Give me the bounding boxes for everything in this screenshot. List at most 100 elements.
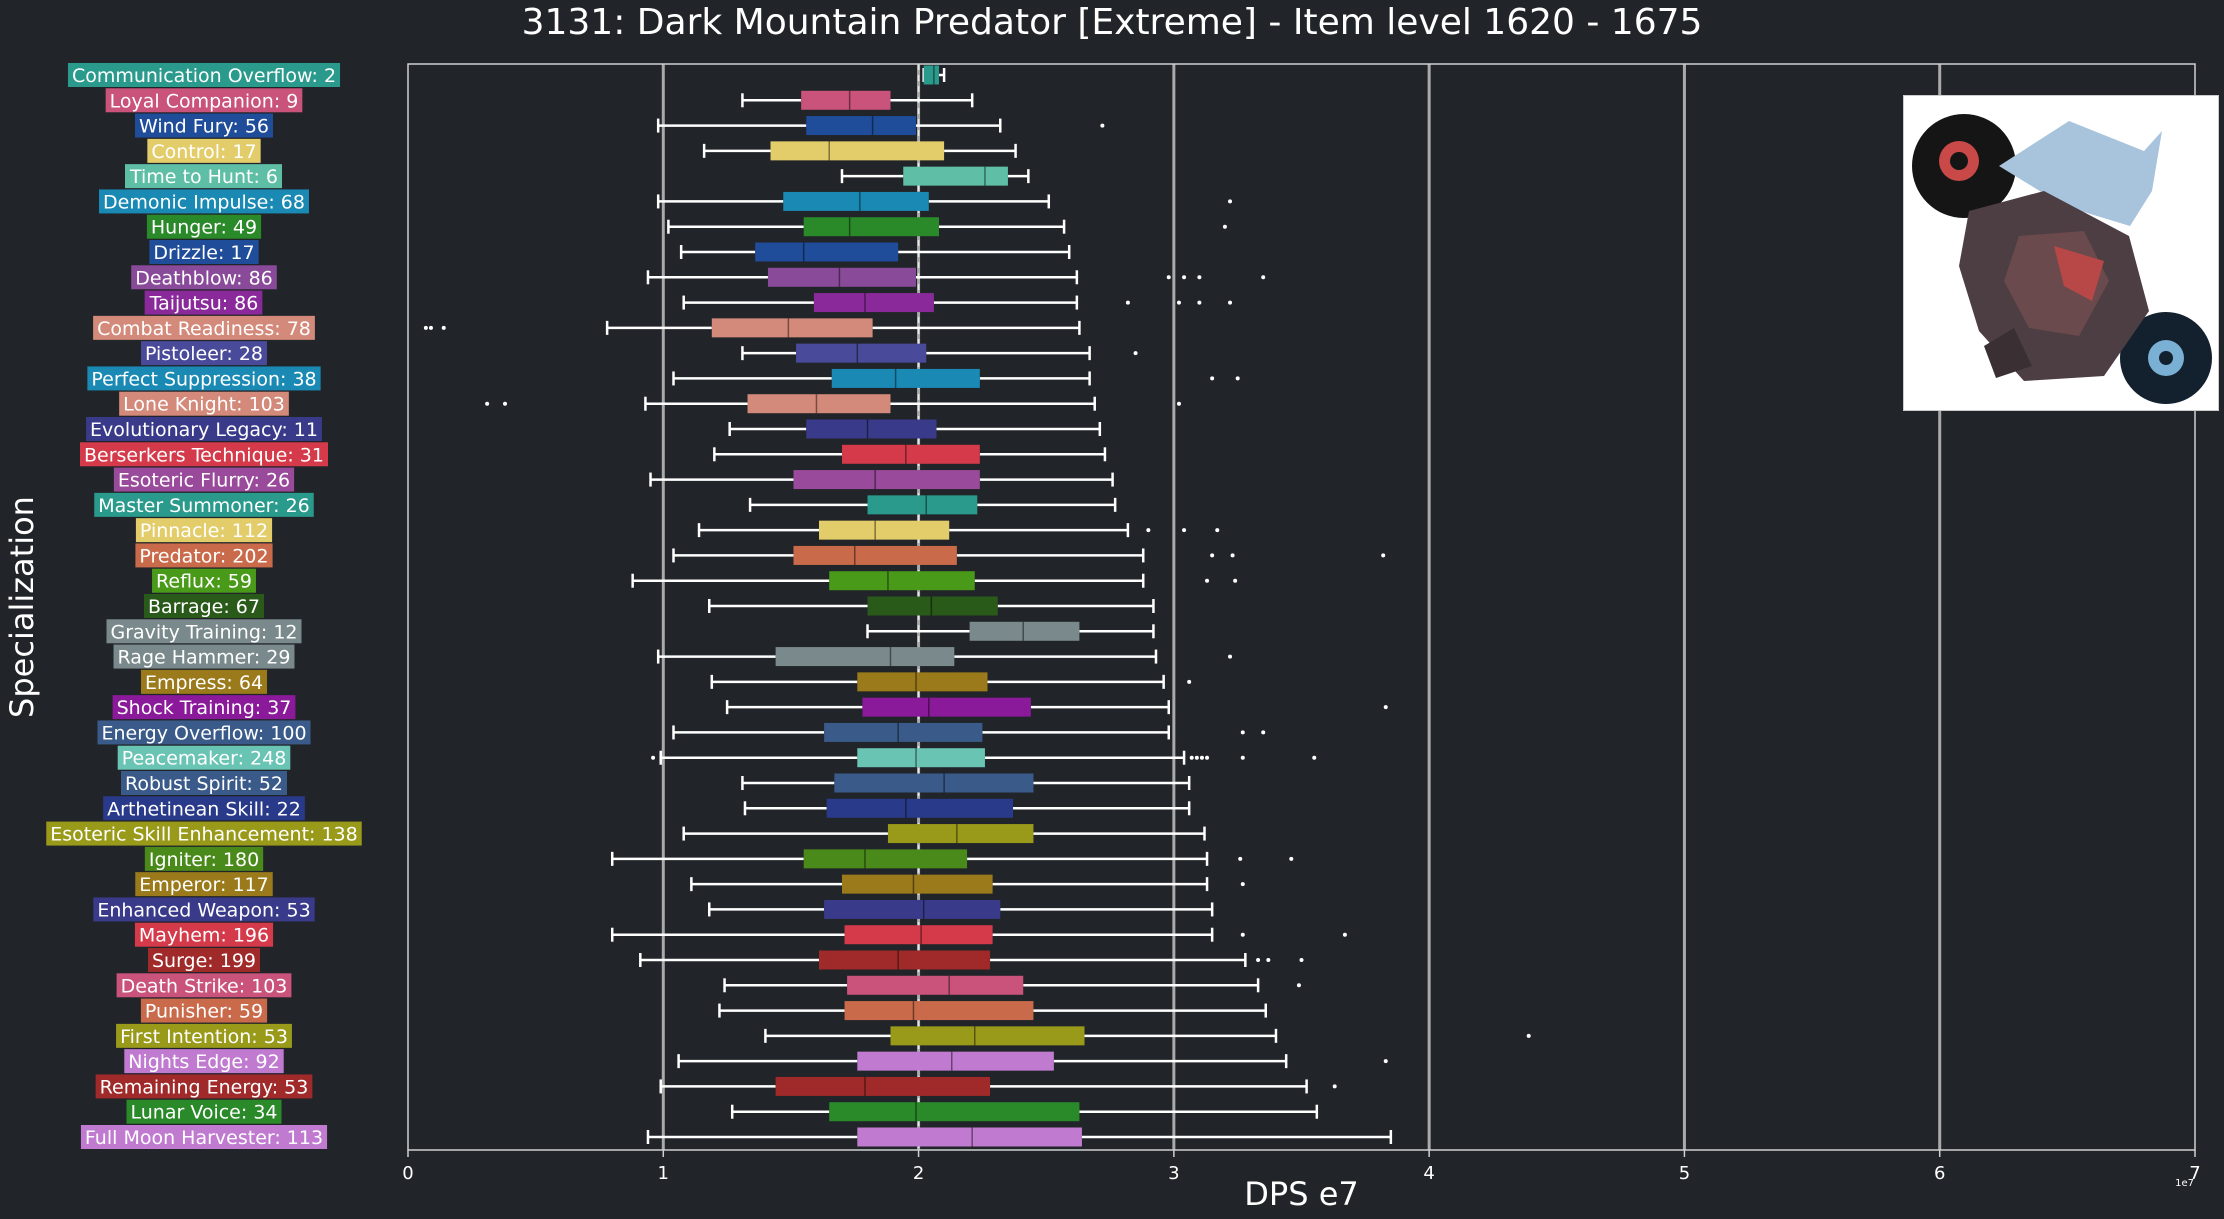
outlier-point xyxy=(651,755,656,760)
box-group xyxy=(656,647,1233,667)
box xyxy=(783,191,929,211)
category-label-bg xyxy=(124,164,283,189)
boss-portrait-icon xyxy=(1903,95,2219,411)
category-label-text: Peacemaker: 248 xyxy=(122,748,287,770)
category-label-bg xyxy=(131,265,277,290)
category-label-text: Lone Knight: 103 xyxy=(123,394,285,416)
box-group xyxy=(743,798,1191,818)
x-tick-label: 5 xyxy=(1679,1163,1690,1184)
category-label-bg xyxy=(147,138,261,163)
box xyxy=(829,1102,1080,1122)
outlier-point xyxy=(1176,300,1181,305)
category-label-bg xyxy=(147,948,261,972)
outlier-point xyxy=(1146,528,1151,533)
category-label-bg xyxy=(140,998,268,1023)
outlier-point xyxy=(1210,376,1215,381)
box xyxy=(831,368,980,388)
category-label-text: Death Strike: 103 xyxy=(121,975,288,997)
category-label: Full Moon Harvester: 113 xyxy=(80,1125,328,1149)
category-label-bg xyxy=(95,1074,313,1099)
category-label-bg xyxy=(144,290,263,315)
category-label: Evolutionary Legacy: 11 xyxy=(86,417,322,441)
x-tick-label: 3 xyxy=(1168,1163,1179,1184)
y-axis-label: Specialization xyxy=(3,496,41,718)
box-group xyxy=(682,293,1233,313)
category-label-bg xyxy=(46,821,362,846)
outlier-point xyxy=(423,325,428,330)
category-label-text: Evolutionary Legacy: 11 xyxy=(90,419,318,441)
category-label-bg xyxy=(105,88,303,113)
category-label-bg xyxy=(80,1125,328,1149)
box xyxy=(801,90,891,110)
outlier-point xyxy=(1526,1033,1531,1038)
box xyxy=(819,950,991,970)
outlier-point xyxy=(1240,730,1245,735)
category-label: Igniter: 180 xyxy=(144,846,264,871)
box-group xyxy=(690,874,1245,894)
box-group xyxy=(639,950,1304,970)
category-label: Nights Edge: 92 xyxy=(124,1049,284,1074)
category-label-bg xyxy=(144,594,264,618)
category-label: Death Strike: 103 xyxy=(116,973,292,998)
category-label-text: Perfect Suppression: 38 xyxy=(91,368,316,390)
category-label: Empress: 64 xyxy=(140,669,268,694)
box xyxy=(857,748,985,768)
category-label-bg xyxy=(134,922,274,947)
category-label-bg xyxy=(120,771,288,795)
x-tick-label: 1 xyxy=(658,1163,669,1184)
category-label: Lone Knight: 103 xyxy=(119,391,289,416)
outlier-point xyxy=(1240,932,1245,937)
box xyxy=(770,141,945,161)
category-label-text: Berserkers Technique: 31 xyxy=(84,444,324,466)
category-label-text: Mayhem: 196 xyxy=(139,925,269,947)
outlier-point xyxy=(1230,553,1235,558)
category-label: Berserkers Technique: 31 xyxy=(80,442,328,467)
category-label-text: Pistoleer: 28 xyxy=(145,343,263,365)
box xyxy=(796,343,927,363)
box-group xyxy=(610,925,1347,945)
box xyxy=(829,571,975,591)
outlier-point xyxy=(1222,224,1227,229)
category-label: Taijutsu: 86 xyxy=(144,290,263,315)
box-group xyxy=(741,90,974,110)
box-group xyxy=(718,1001,1268,1021)
category-label-text: Demonic Impulse: 68 xyxy=(103,191,305,213)
category-label-text: Communication Overflow: 2 xyxy=(72,65,336,87)
outlier-point xyxy=(1205,578,1210,583)
category-label-text: Shock Training: 37 xyxy=(117,697,292,719)
category-label: Lunar Voice: 34 xyxy=(126,1099,282,1124)
category-label-text: Time to Hunt: 6 xyxy=(129,166,278,188)
category-label-bg xyxy=(119,391,289,416)
outlier-point xyxy=(1299,958,1304,962)
category-label: Punisher: 59 xyxy=(140,998,268,1023)
box-group xyxy=(679,242,1071,262)
box xyxy=(806,116,917,136)
outlier-point xyxy=(1215,528,1220,533)
box-group xyxy=(702,141,1017,161)
box xyxy=(969,621,1080,641)
category-label: Surge: 199 xyxy=(147,948,261,972)
category-label-bg xyxy=(134,113,274,138)
category-label: Predator: 202 xyxy=(135,543,273,568)
box-group xyxy=(840,166,1030,186)
category-label-text: Combat Readiness: 78 xyxy=(97,318,311,340)
outlier-point xyxy=(1205,755,1210,760)
category-label-text: Remaining Energy: 53 xyxy=(100,1076,309,1098)
outlier-point xyxy=(1235,376,1240,381)
category-label-bg xyxy=(86,417,322,441)
category-label-text: Esoteric Skill Enhancement: 138 xyxy=(50,824,358,846)
box-group xyxy=(631,571,1238,591)
box-group xyxy=(710,672,1192,692)
box xyxy=(887,824,1034,844)
category-label: Wind Fury: 56 xyxy=(134,113,274,138)
outlier-point xyxy=(1125,300,1130,305)
outlier-point xyxy=(1228,654,1233,659)
category-label-bg xyxy=(140,341,268,366)
box xyxy=(867,596,998,616)
category-label-bg xyxy=(152,568,256,593)
box xyxy=(844,1001,1034,1021)
category-label: Barrage: 67 xyxy=(144,594,264,618)
box-group xyxy=(723,975,1301,995)
category-label-text: Predator: 202 xyxy=(139,545,268,567)
